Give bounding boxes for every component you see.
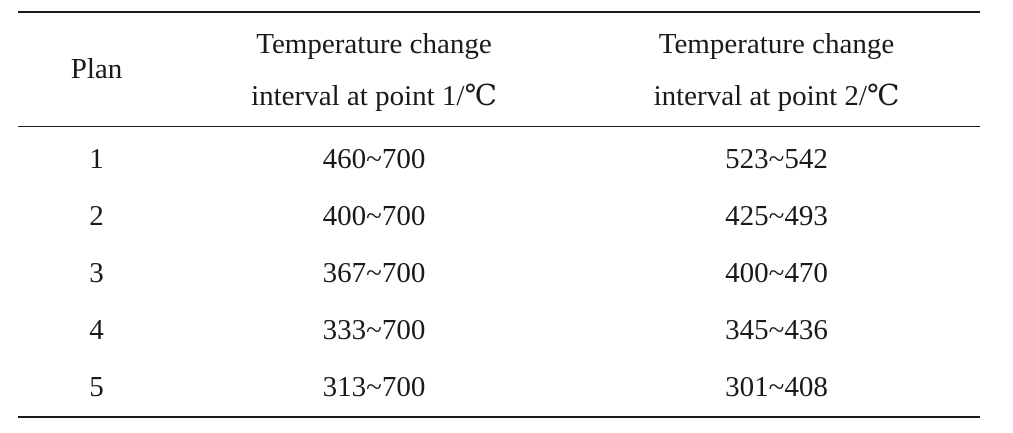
header-row: Plan Temperature change interval at poin… bbox=[18, 12, 980, 127]
cell-point2: 345~436 bbox=[725, 314, 828, 346]
temperature-interval-table-container: Plan Temperature change interval at poin… bbox=[18, 11, 980, 418]
header-point2-line1: Temperature change bbox=[658, 27, 895, 60]
cell-point2: 523~542 bbox=[725, 143, 828, 175]
header-point2-line2: interval at point 2/℃ bbox=[653, 79, 900, 112]
cell-point1: 333~700 bbox=[322, 314, 426, 346]
cell-point1: 460~700 bbox=[322, 143, 426, 175]
cell-point2: 301~408 bbox=[725, 371, 828, 403]
header-point1-line2: interval at point 1/℃ bbox=[251, 79, 497, 112]
cell-plan: 1 bbox=[89, 143, 104, 175]
cell-point2: 425~493 bbox=[725, 200, 828, 232]
cell-plan: 5 bbox=[89, 371, 104, 403]
temperature-interval-table: Plan Temperature change interval at poin… bbox=[18, 11, 980, 418]
table-row: 5 313~700 301~408 bbox=[18, 359, 980, 417]
header-point2: Temperature change interval at point 2/℃ bbox=[573, 12, 980, 127]
cell-plan: 2 bbox=[89, 200, 104, 232]
header-point1: Temperature change interval at point 1/℃ bbox=[175, 12, 573, 127]
table-row: 4 333~700 345~436 bbox=[18, 302, 980, 359]
cell-point1: 367~700 bbox=[322, 257, 426, 289]
table-row: 2 400~700 425~493 bbox=[18, 188, 980, 245]
header-plan-label: Plan bbox=[70, 53, 123, 85]
table-header: Plan Temperature change interval at poin… bbox=[18, 12, 980, 127]
cell-point1: 313~700 bbox=[322, 371, 426, 403]
table-body: 1 460~700 523~542 2 400~700 425~493 3 36… bbox=[18, 127, 980, 417]
header-point1-line1: Temperature change bbox=[256, 27, 492, 60]
cell-plan: 4 bbox=[89, 314, 104, 346]
cell-point1: 400~700 bbox=[322, 200, 426, 232]
table-row: 3 367~700 400~470 bbox=[18, 245, 980, 302]
table-row: 1 460~700 523~542 bbox=[18, 127, 980, 189]
cell-plan: 3 bbox=[89, 257, 104, 289]
cell-point2: 400~470 bbox=[725, 257, 828, 289]
header-plan: Plan bbox=[18, 12, 175, 127]
